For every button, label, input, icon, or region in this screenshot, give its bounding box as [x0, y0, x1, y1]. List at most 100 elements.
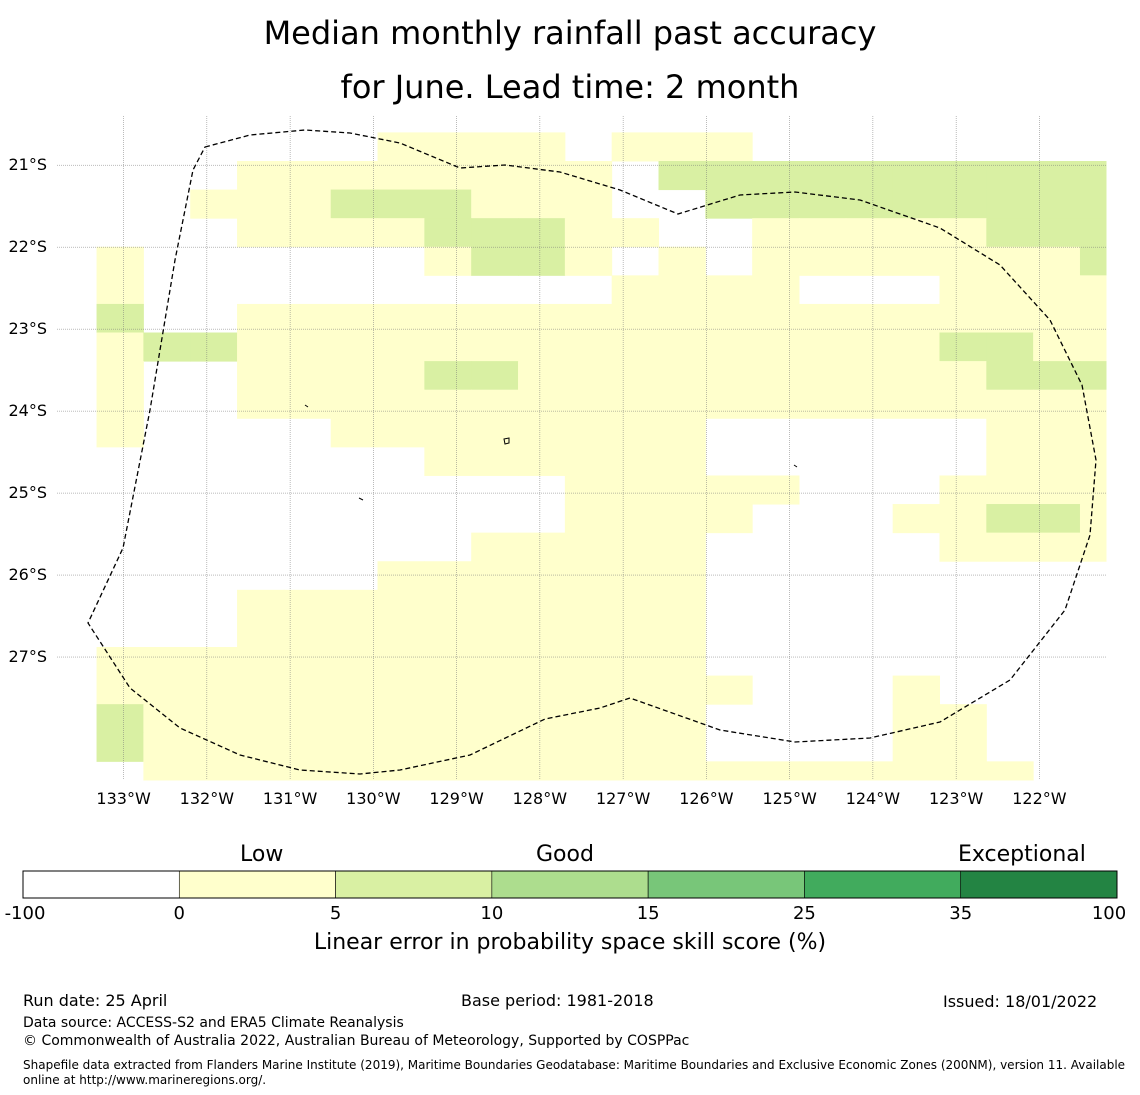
skill-cell [237, 704, 285, 734]
skill-cell [1079, 275, 1107, 305]
skill-cell [237, 303, 285, 334]
skill-cell [1033, 504, 1081, 534]
colorbar [22, 870, 1118, 899]
skill-cell [939, 704, 987, 734]
skill-cell [1079, 504, 1107, 534]
latitude-label: 25°S [8, 483, 47, 503]
skill-cell [611, 646, 660, 677]
skill-cell [471, 761, 519, 781]
colorbar-title: Linear error in probability space skill … [313, 930, 827, 955]
skill-cell [752, 332, 800, 362]
skill-cell [611, 218, 660, 248]
shapefile-credit: Shapefile data extracted from Flanders M… [23, 1058, 1126, 1087]
skill-cell [799, 246, 847, 276]
skill-cell [283, 361, 332, 391]
skill-cell [752, 761, 800, 781]
skill-cell [845, 761, 894, 781]
skill-cell [518, 332, 566, 362]
skill-cell [939, 275, 987, 305]
skill-cell [1033, 332, 1081, 362]
skill-cell [564, 218, 613, 248]
skill-cell [96, 389, 144, 419]
skill-cell [283, 218, 332, 248]
skill-cell [377, 218, 425, 248]
skill-cell [1079, 189, 1107, 219]
skill-cell [330, 418, 379, 448]
skill-cell [939, 361, 987, 391]
skill-cell [752, 246, 800, 276]
skill-cell [658, 361, 706, 391]
skill-cell [190, 646, 238, 677]
skill-cell [190, 732, 238, 762]
skill-cell [986, 361, 1034, 391]
skill-cell [564, 418, 613, 448]
colorbar-segment [491, 870, 649, 899]
skill-cell [1079, 218, 1107, 248]
skill-cell [424, 761, 472, 781]
skill-cell [518, 761, 566, 781]
skill-cell [986, 475, 1034, 505]
skill-cell [237, 589, 285, 619]
skill-cell [283, 704, 332, 734]
longitude-label: 128°W [512, 789, 568, 808]
skill-cell [471, 418, 519, 448]
skill-cell [986, 275, 1034, 305]
skill-cell [424, 646, 472, 677]
issued-date: Issued: 18/01/2022 [943, 992, 1098, 1011]
skill-cell [190, 704, 238, 734]
skill-cell [658, 303, 706, 334]
skill-cell [330, 704, 379, 734]
skill-cell [845, 246, 894, 276]
skill-cell [1079, 160, 1107, 191]
skill-cell [518, 189, 566, 219]
skill-cell [986, 446, 1034, 476]
skill-cell [939, 761, 987, 781]
skill-cells [96, 132, 1107, 781]
skill-cell [143, 332, 191, 362]
skill-cell [424, 618, 472, 648]
skill-cell [96, 361, 144, 391]
skill-cell [471, 532, 519, 562]
longitude-label: 122°W [1012, 789, 1067, 808]
skill-cell [424, 561, 472, 591]
skill-cell [611, 704, 660, 734]
skill-cell [283, 160, 332, 191]
skill-cell [799, 218, 847, 248]
skill-cell [377, 303, 425, 334]
skill-cell [518, 532, 566, 562]
colorbar-segment [22, 870, 180, 899]
skill-cell [611, 275, 660, 305]
skill-cell [377, 189, 425, 219]
skill-cell [705, 275, 753, 305]
skill-cell [658, 446, 706, 476]
skill-cell [752, 303, 800, 334]
skill-cell [892, 704, 940, 734]
skill-cell [799, 761, 847, 781]
skill-cell [845, 303, 894, 334]
colorbar-segment [647, 870, 805, 899]
skill-cell [752, 218, 800, 248]
skill-cell [518, 218, 566, 248]
skill-cell [892, 218, 940, 248]
skill-cell [1079, 332, 1107, 362]
skill-cell [190, 761, 238, 781]
skill-cell [1079, 246, 1107, 276]
skill-cell [518, 160, 566, 191]
skill-cell [330, 332, 379, 362]
skill-cell [939, 504, 987, 534]
skill-cell [986, 246, 1034, 276]
latitude-label: 27°S [8, 647, 47, 667]
skill-cell [705, 361, 753, 391]
skill-cell [424, 189, 472, 219]
skill-cell [283, 732, 332, 762]
skill-cell [658, 132, 706, 162]
skill-cell [377, 732, 425, 762]
skill-cell [658, 275, 706, 305]
skill-cell [799, 160, 847, 191]
skill-cell [611, 618, 660, 648]
skill-cell [471, 246, 519, 276]
skill-cell [752, 275, 800, 305]
skill-cell [330, 189, 379, 219]
skill-cell [424, 303, 472, 334]
